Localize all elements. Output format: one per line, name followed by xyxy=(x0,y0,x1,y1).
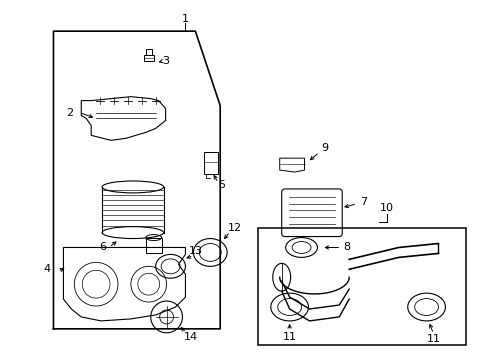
Text: 2: 2 xyxy=(66,108,73,117)
Text: 3: 3 xyxy=(162,56,169,66)
Text: 14: 14 xyxy=(183,332,197,342)
Bar xyxy=(145,49,151,55)
Bar xyxy=(145,238,162,253)
Text: 4: 4 xyxy=(43,264,50,274)
Text: 13: 13 xyxy=(188,247,202,256)
Text: 1: 1 xyxy=(182,14,188,24)
Bar xyxy=(204,152,218,174)
Text: 7: 7 xyxy=(360,197,367,207)
Bar xyxy=(257,228,466,345)
Text: 5: 5 xyxy=(218,180,225,190)
Text: 12: 12 xyxy=(227,222,242,233)
Text: 11: 11 xyxy=(282,332,296,342)
Bar xyxy=(143,55,153,61)
Text: 11: 11 xyxy=(426,334,440,344)
Text: 8: 8 xyxy=(343,243,350,252)
Text: 9: 9 xyxy=(320,143,327,153)
Text: 10: 10 xyxy=(379,203,393,213)
Text: 6: 6 xyxy=(100,243,106,252)
